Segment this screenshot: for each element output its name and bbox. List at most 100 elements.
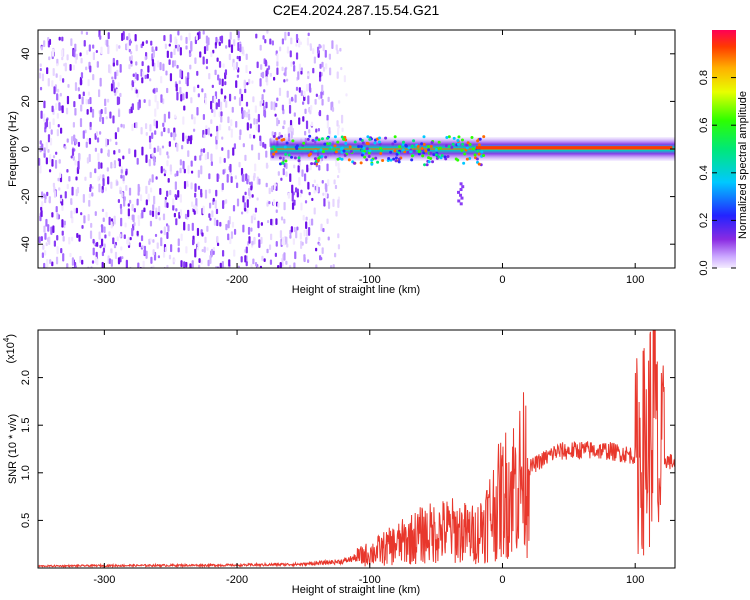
spectrogram-cell xyxy=(163,226,166,236)
spectrogram-cell xyxy=(209,133,213,137)
spectrogram-cell xyxy=(316,159,320,163)
spectrogram-cell xyxy=(155,176,158,180)
chart-title: C2E4.2024.287.15.54.G21 xyxy=(273,2,440,18)
spectrogram-center-line xyxy=(475,146,673,150)
spectrogram-cell xyxy=(201,249,204,253)
spectrogram-cell xyxy=(444,144,448,148)
spectrogram-cell xyxy=(179,167,182,174)
spectrogram-cell xyxy=(128,56,132,62)
spectrogram-cell xyxy=(309,152,313,156)
spectrogram-cell xyxy=(89,230,93,239)
spectrogram-cell xyxy=(94,256,97,264)
spectrogram-cell xyxy=(313,207,316,215)
spectrogram-cell xyxy=(259,135,262,142)
spectrogram-cell xyxy=(321,61,324,68)
spectrogram-cell xyxy=(239,43,242,53)
spectrogram-cell xyxy=(276,97,279,102)
spectrogram-cell xyxy=(443,155,447,159)
spectrogram-cell xyxy=(169,34,172,43)
spectrogram-cell xyxy=(465,146,469,150)
spectrogram-cell xyxy=(202,30,205,35)
spectrogram-cell xyxy=(273,76,276,81)
spectrogram-cell xyxy=(129,237,132,241)
spectrogram-cell xyxy=(43,262,46,268)
spectrogram-cell xyxy=(83,40,86,47)
spectrogram-cell xyxy=(64,145,67,150)
spectrogram-cell xyxy=(107,176,110,185)
spectrogram-cell xyxy=(159,61,162,71)
spectrogram-cell xyxy=(137,219,141,227)
spectrogram-cell xyxy=(240,93,244,102)
spectrogram-cell xyxy=(281,66,284,72)
spectrogram-cell xyxy=(459,182,463,186)
spectrogram-cell xyxy=(254,163,257,172)
spectrogram-cell xyxy=(195,34,198,41)
spectrogram-cell xyxy=(180,35,183,41)
spectrogram-cell xyxy=(327,236,330,241)
spectrogram-cell xyxy=(140,235,144,242)
spectrogram-cell xyxy=(89,106,93,113)
spectrogram-cell xyxy=(48,169,52,173)
spectrogram-cell xyxy=(429,145,433,149)
spectrogram-cell xyxy=(69,252,72,258)
spectrogram-cell xyxy=(173,48,176,56)
spectrogram-cell xyxy=(256,61,259,69)
spectrogram-cell xyxy=(341,127,344,133)
spectrogram-cell xyxy=(291,184,294,194)
spectrogram-cell xyxy=(192,128,196,132)
spectrogram-cell xyxy=(169,189,172,196)
spectrogram-cell xyxy=(281,104,285,111)
spectrogram-cell xyxy=(38,157,41,166)
spectrogram-cell xyxy=(245,246,248,254)
spectrogram-cell xyxy=(212,250,215,255)
spectrogram-cell xyxy=(252,134,256,139)
spectrogram-cell xyxy=(310,121,314,127)
spectrogram-cell xyxy=(368,137,372,141)
spectrogram-cell xyxy=(307,259,310,264)
spectrogram-cell xyxy=(271,40,274,46)
spectrogram-cell xyxy=(46,191,49,197)
spectrogram-cell xyxy=(260,64,263,70)
spectrogram-cell xyxy=(291,139,295,143)
spectrogram-cell xyxy=(324,49,327,58)
colorbar: 0.0 0.2 0.4 0.6 0.8 Normalized spectral ampl… xyxy=(698,30,749,276)
spectrogram-cell xyxy=(236,198,240,207)
spectrogram-cell xyxy=(99,244,102,249)
spectrogram-y-ticks: -40 -20 0 20 40 xyxy=(20,48,675,252)
spectrogram-cell xyxy=(79,52,82,57)
spectrogram-cell xyxy=(250,185,253,191)
spectrogram-cell xyxy=(186,77,189,87)
spectrogram-cell xyxy=(302,101,305,105)
spectrogram-cell xyxy=(80,104,83,112)
spectrogram-cell xyxy=(70,38,73,47)
spectrogram-cell xyxy=(212,197,215,202)
spectrogram-cell xyxy=(261,71,265,79)
spectrogram-cell xyxy=(125,184,128,191)
spectrogram-cell xyxy=(164,169,167,174)
spectrogram-cell xyxy=(200,148,203,153)
spectrogram-cell xyxy=(162,213,166,221)
spectrogram-cell xyxy=(195,197,198,207)
spectrogram-cell xyxy=(119,203,123,209)
spectrogram-cell xyxy=(401,148,405,152)
spectrogram-cell xyxy=(75,207,78,214)
spectrogram-cell xyxy=(131,81,135,88)
spectrogram-cell xyxy=(266,30,269,34)
spectrogram-cell xyxy=(251,144,254,151)
spectrogram-cell xyxy=(163,127,166,133)
spectrogram-cell xyxy=(148,135,152,143)
spectrogram-cell xyxy=(288,104,292,114)
spectrogram-cell xyxy=(173,132,176,141)
spectrogram-cell xyxy=(105,211,108,218)
spectrogram-cell xyxy=(465,157,469,161)
spectrogram-cell xyxy=(387,157,391,161)
spectrogram-cell xyxy=(110,248,113,252)
spectrogram-cell xyxy=(155,120,158,129)
spectrogram-cell xyxy=(465,143,469,147)
spectrogram-cell xyxy=(401,143,405,147)
spectrogram-cell xyxy=(151,46,154,53)
spectrogram-cell xyxy=(89,121,92,128)
spectrogram-cell xyxy=(216,125,219,133)
spectrogram-cell xyxy=(393,140,397,144)
spectrogram-cell xyxy=(149,143,152,150)
